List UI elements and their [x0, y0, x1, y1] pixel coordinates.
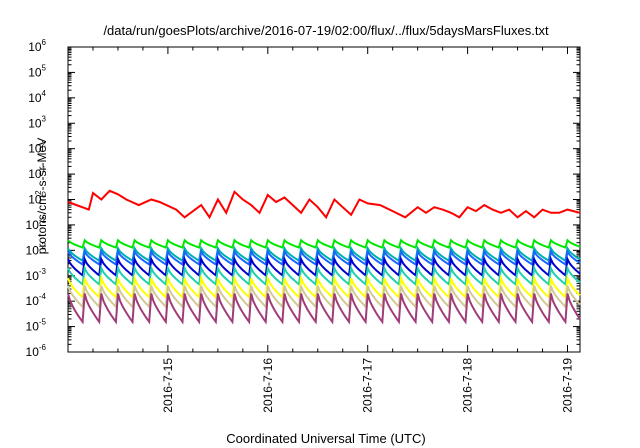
y-tick-base: 10: [26, 345, 40, 359]
x-tick-label: 2016-7-15: [161, 358, 175, 413]
y-axis-label-exp: 2: [34, 190, 43, 195]
y-tick-label: 10-1: [26, 216, 47, 232]
y-tick-exp: 0: [42, 191, 47, 200]
series-line-9: [67, 293, 581, 325]
series-group: [67, 189, 581, 325]
y-tick-exp: 5: [42, 63, 47, 72]
y-tick-exp: -6: [39, 343, 47, 352]
y-tick-base: 10: [26, 294, 40, 308]
y-tick-exp: -5: [39, 318, 47, 327]
y-tick-base: 10: [26, 269, 40, 283]
y-tick-label: 101: [28, 165, 46, 181]
y-tick-exp: 2: [42, 140, 47, 149]
y-tick-base: 10: [28, 65, 42, 79]
y-tick-exp: -2: [39, 241, 47, 250]
y-tick-exp: 4: [42, 89, 47, 98]
x-tick-label: 2016-7-19: [561, 358, 575, 413]
y-tick-label: 102: [28, 140, 46, 156]
y-tick-exp: -3: [39, 267, 47, 276]
x-axis-label: Coordinated Universal Time (UTC): [226, 431, 425, 446]
y-tick-base: 10: [28, 116, 42, 130]
y-tick-exp: -4: [39, 292, 47, 301]
y-tick-base: 10: [26, 218, 40, 232]
y-tick-base: 10: [28, 193, 42, 207]
y-tick-label: 10-4: [26, 292, 47, 308]
y-tick-label: 10-2: [26, 241, 47, 257]
x-tick-label: 2016-7-17: [361, 358, 375, 413]
y-tick-base: 10: [28, 91, 42, 105]
series-line-6: [67, 264, 581, 287]
y-tick-base: 10: [28, 167, 42, 181]
series-line-3: [67, 245, 581, 263]
series-line-4: [67, 248, 581, 267]
y-tick-exp: 6: [42, 38, 47, 47]
x-tick-label: 2016-7-16: [261, 358, 275, 413]
y-tick-label: 100: [28, 191, 46, 207]
y-tick-labels: 10-610-510-410-310-210-11001011021031041…: [26, 38, 47, 359]
series-line-2: [67, 238, 581, 249]
y-tick-base: 10: [28, 40, 42, 54]
y-tick-label: 10-6: [26, 343, 47, 359]
chart-title: /data/run/goesPlots/archive/2016-07-19/0…: [103, 23, 549, 38]
y-tick-label: 104: [28, 89, 46, 105]
x-tick-label: 2016-7-18: [461, 358, 475, 413]
y-tick-label: 10-5: [26, 318, 47, 334]
series-line-8: [67, 285, 581, 310]
y-tick-exp: 1: [42, 165, 47, 174]
y-tick-label: 105: [28, 63, 46, 79]
series-line-5: [67, 255, 581, 278]
x-tick-labels: 2016-7-15 2016-7-16 2016-7-17 2016-7-18 2016…: [161, 358, 575, 413]
series-line-1: [67, 189, 581, 220]
y-tick-exp: -1: [39, 216, 47, 225]
y-tick-base: 10: [26, 243, 40, 257]
y-tick-label: 10-3: [26, 267, 47, 283]
y-tick-exp: 3: [42, 114, 47, 123]
plot-frame: [67, 46, 581, 353]
axes-frame: [67, 46, 581, 353]
y-tick-base: 10: [28, 142, 42, 156]
series-line-7: [67, 274, 581, 300]
y-axis-label: protons/cm2-s-sr-MeV: [34, 138, 49, 254]
y-axis-label-unit: -s-sr-MeV: [35, 138, 49, 191]
y-tick-label: 106: [28, 38, 46, 54]
y-tick-label: 103: [28, 114, 46, 130]
y-axis-label-main: protons/cm: [35, 195, 49, 254]
y-tick-base: 10: [26, 320, 40, 334]
